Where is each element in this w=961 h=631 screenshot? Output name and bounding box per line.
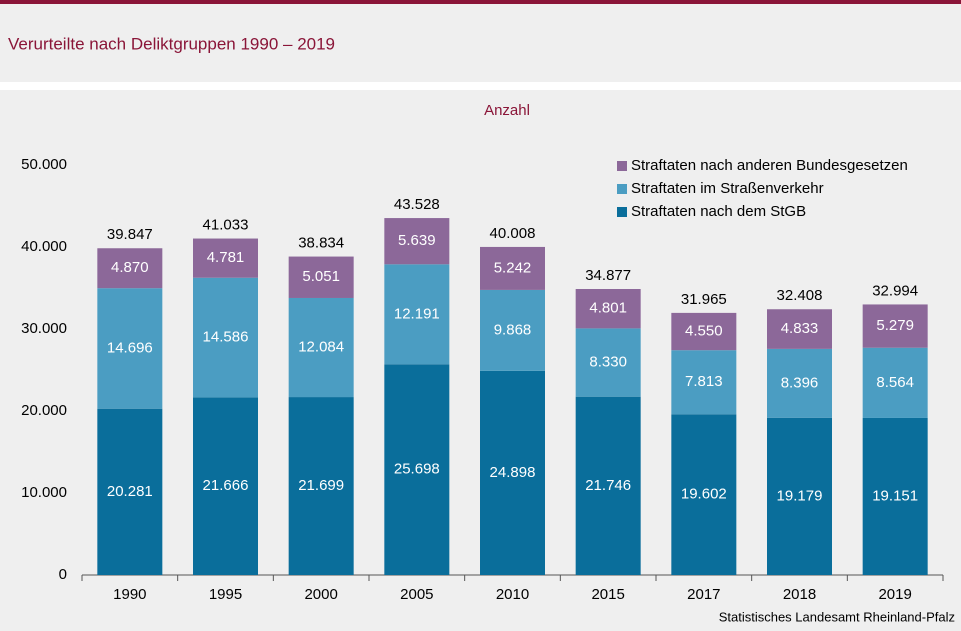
legend-swatch — [617, 184, 627, 194]
legend-swatch — [617, 207, 627, 217]
bar-segment — [288, 297, 354, 398]
y-tick-label: 0 — [59, 566, 67, 583]
bar-segment — [671, 312, 737, 351]
top-rule — [0, 0, 961, 4]
value-label: 21.699 — [298, 477, 344, 494]
bar-segment — [480, 370, 545, 575]
bar-segment — [575, 328, 641, 397]
chart-subtitle: Anzahl — [484, 102, 530, 119]
total-label: 31.965 — [681, 291, 727, 308]
value-label: 19.151 — [872, 487, 918, 504]
value-label: 4.833 — [781, 320, 819, 337]
value-label: 19.179 — [777, 487, 823, 504]
x-tick-label: 2018 — [783, 586, 816, 603]
x-tick-label: 2015 — [591, 586, 624, 603]
legend-label: Straftaten nach anderen Bundesgesetzen — [631, 157, 908, 174]
value-label: 12.191 — [394, 305, 440, 322]
value-label: 9.868 — [494, 321, 532, 338]
y-tick-label: 30.000 — [21, 320, 67, 337]
value-label: 5.051 — [302, 268, 340, 285]
bar-segment — [767, 417, 832, 575]
value-label: 4.801 — [589, 300, 627, 317]
x-tick-label: 2019 — [878, 586, 911, 603]
bar-segment — [575, 396, 641, 575]
total-label: 43.528 — [394, 196, 440, 213]
bar-segment — [193, 238, 258, 278]
value-label: 5.242 — [494, 259, 532, 276]
bar-segment — [288, 397, 354, 575]
y-tick-label: 50.000 — [21, 156, 67, 173]
value-label: 8.564 — [876, 374, 914, 391]
bar-segment — [384, 218, 450, 265]
source: Statistisches Landesamt Rheinland-Pfalz — [719, 609, 955, 624]
value-label: 19.602 — [681, 486, 727, 503]
value-label: 24.898 — [490, 464, 536, 481]
bar-segment — [862, 304, 928, 348]
value-label: 8.396 — [781, 374, 819, 391]
value-label: 21.746 — [585, 477, 631, 494]
y-tick-label: 40.000 — [21, 238, 67, 255]
value-label: 7.813 — [685, 373, 723, 390]
bar-segment — [767, 309, 832, 349]
bar-segment — [767, 348, 832, 418]
x-tick-label: 1990 — [113, 586, 146, 603]
bar-segment — [384, 364, 450, 575]
bar-segment — [193, 397, 258, 575]
value-label: 14.696 — [107, 339, 153, 356]
value-label: 25.698 — [394, 461, 440, 478]
y-tick-label: 10.000 — [21, 484, 67, 501]
bar-segment — [384, 264, 450, 365]
bar-segment — [862, 347, 928, 418]
value-label: 4.870 — [111, 259, 149, 276]
bar-segment — [97, 408, 163, 575]
total-label: 39.847 — [107, 226, 153, 243]
value-label: 12.084 — [298, 338, 344, 355]
value-label: 20.281 — [107, 483, 153, 500]
value-label: 14.586 — [203, 329, 249, 346]
bar-segment — [575, 289, 641, 329]
legend-label: Straftaten nach dem StGB — [631, 203, 806, 220]
bar-segment — [480, 289, 545, 371]
bar-segment — [97, 248, 163, 289]
x-tick-label: 2005 — [400, 586, 433, 603]
x-tick-label: 2017 — [687, 586, 720, 603]
x-tick-label: 2010 — [496, 586, 529, 603]
bar-segment — [671, 414, 737, 575]
bar-segment — [862, 417, 928, 575]
total-label: 40.008 — [490, 225, 536, 242]
bar-segment — [97, 288, 163, 409]
bar-segment — [671, 350, 737, 415]
legend-label: Straftaten im Straßenverkehr — [631, 180, 824, 197]
chart-title: Verurteilte nach Deliktgruppen 1990 – 20… — [8, 34, 335, 53]
bar-segment — [480, 246, 545, 290]
value-label: 4.550 — [685, 323, 723, 340]
separator — [0, 82, 961, 90]
total-label: 38.834 — [298, 235, 344, 252]
legend-swatch — [617, 161, 627, 171]
y-tick-label: 20.000 — [21, 402, 67, 419]
total-label: 32.994 — [872, 282, 918, 299]
x-tick-label: 1995 — [209, 586, 242, 603]
value-label: 21.666 — [203, 477, 249, 494]
value-label: 5.279 — [876, 317, 914, 334]
total-label: 41.033 — [203, 216, 249, 233]
x-tick-label: 2000 — [304, 586, 337, 603]
value-label: 8.330 — [589, 353, 627, 370]
value-label: 4.781 — [207, 249, 245, 266]
bar-segment — [193, 277, 258, 398]
value-label: 5.639 — [398, 232, 436, 249]
total-label: 32.408 — [777, 287, 823, 304]
total-label: 34.877 — [585, 267, 631, 284]
bar-segment — [288, 256, 354, 298]
